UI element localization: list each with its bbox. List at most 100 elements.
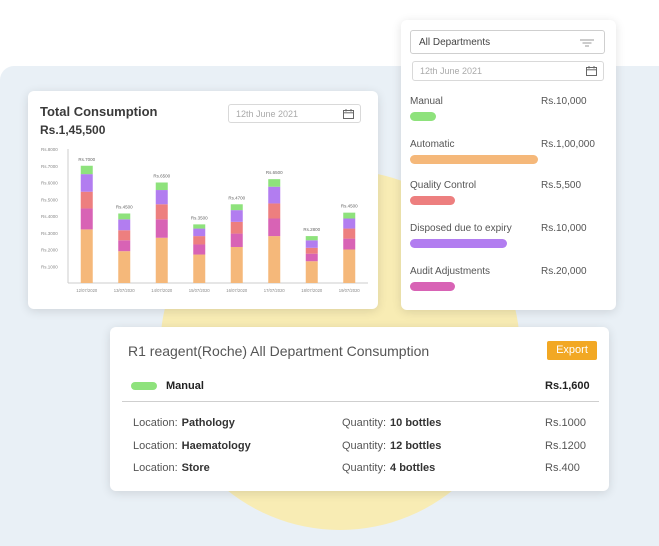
chart-total: Rs.1,45,500 [40, 123, 106, 137]
row-amount: Rs.1000 [545, 417, 586, 429]
export-button[interactable]: Export [547, 341, 597, 360]
quantity-label: Quantity: [342, 417, 387, 429]
bar-segment [118, 251, 131, 283]
bar-data-label: Rs.4700 [228, 195, 245, 200]
bar-segment [193, 228, 206, 237]
category-amount: Rs.1,600 [545, 380, 590, 392]
bar-segment [80, 174, 93, 192]
detail-title: R1 reagent(Roche) All Department Consump… [128, 343, 430, 359]
bar-segment [343, 212, 356, 219]
bar-segment [305, 236, 318, 241]
location-label: Location: [133, 417, 178, 429]
bar-segment [343, 218, 356, 229]
location-value: Store [181, 462, 210, 474]
location-value: Pathology [181, 417, 235, 429]
bar-segment [268, 179, 281, 187]
chart-date-picker[interactable]: 12th June 2021 [228, 104, 361, 123]
x-tick-label: 14/07/2020 [151, 288, 173, 293]
table-row: Location: Store Quantity: 4 bottles Rs.400 [110, 462, 609, 476]
legend-value: Rs.5,500 [541, 180, 582, 191]
divider [122, 401, 599, 402]
y-tick-label: Rs.7000 [41, 164, 58, 169]
bar-segment [193, 224, 206, 229]
bar-segment [343, 249, 356, 283]
bar-data-label: Rs.4500 [341, 204, 358, 209]
bar-segment [193, 236, 206, 245]
bar-data-label: Rs.2800 [303, 227, 320, 232]
legend-bar [410, 282, 455, 291]
department-consumption-card: R1 reagent(Roche) All Department Consump… [110, 327, 609, 491]
legend-value: Rs.20,000 [541, 266, 587, 277]
bar-data-label: Rs.6500 [153, 174, 170, 179]
bar-segment [305, 247, 318, 254]
bar-segment [343, 238, 356, 250]
table-row: Location: Pathology Quantity: 10 bottles R… [110, 417, 609, 431]
legend-bar [410, 112, 436, 121]
bar-segment [193, 254, 206, 283]
bar-segment [80, 229, 93, 283]
y-tick-label: Rs.5000 [41, 197, 58, 202]
bar-segment [230, 221, 243, 234]
bar-segment [230, 210, 243, 222]
bar-segment [155, 204, 168, 220]
category-name: Manual [166, 380, 204, 392]
x-tick-label: 13/07/2020 [114, 288, 136, 293]
table-row: Location: Haematology Quantity: 12 bottles… [110, 440, 609, 454]
quantity-label: Quantity: [342, 462, 387, 474]
chart-date-value: 12th June 2021 [236, 109, 299, 119]
bar-segment [80, 165, 93, 175]
y-tick-label: Rs.4000 [41, 214, 58, 219]
legend-value: Rs.10,000 [541, 223, 587, 234]
bar-segment [268, 203, 281, 219]
bar-data-label: Rs.7000 [78, 157, 95, 162]
bar-segment [343, 228, 356, 239]
total-consumption-card: Total Consumption Rs.1,45,500 12th June … [28, 91, 378, 309]
filter-date-picker[interactable]: 12th June 2021 [412, 61, 604, 81]
x-tick-label: 19/07/2020 [339, 288, 361, 293]
quantity-value: 4 bottles [390, 462, 436, 474]
legend-label: Audit Adjustments [410, 266, 491, 277]
bar-data-label: Rs.3500 [191, 215, 208, 220]
bar-segment [118, 213, 131, 220]
x-tick-label: 17/07/2020 [264, 288, 286, 293]
department-select[interactable]: All Departments [410, 30, 605, 54]
legend-label: Manual [410, 96, 443, 107]
bar-segment [230, 233, 243, 247]
bar-segment [305, 240, 318, 248]
calendar-icon [586, 66, 597, 76]
bar-segment [193, 244, 206, 255]
x-tick-label: 18/07/2020 [301, 288, 323, 293]
legend-value: Rs.1,00,000 [541, 139, 595, 150]
bar-segment [155, 219, 168, 238]
bar-segment [118, 240, 131, 252]
bar-segment [80, 191, 93, 209]
bar-segment [80, 208, 93, 230]
legend-bar [410, 155, 538, 164]
bar-segment [268, 236, 281, 283]
chart-title: Total Consumption [40, 104, 158, 119]
legend-bar [410, 196, 455, 205]
department-filter-card: All Departments 12th June 2021 Manual Rs… [401, 20, 616, 310]
x-tick-label: 12/07/2020 [76, 288, 98, 293]
legend-bar [410, 239, 507, 248]
x-tick-label: 15/07/2020 [189, 288, 211, 293]
bar-segment [118, 230, 131, 241]
consumption-chart: Rs.1000 Rs.2000 Rs.3000 Rs.4000 Rs.5000 Rs.60… [41, 147, 368, 293]
quantity-label: Quantity: [342, 440, 387, 452]
location-label: Location: [133, 440, 178, 452]
department-select-value: All Departments [419, 37, 491, 48]
y-tick-label: Rs.2000 [41, 248, 58, 253]
quantity-value: 12 bottles [390, 440, 442, 452]
calendar-icon [343, 109, 354, 119]
row-amount: Rs.400 [545, 462, 580, 474]
y-tick-label: Rs.6000 [41, 181, 58, 186]
row-amount: Rs.1200 [545, 440, 586, 452]
bar-segment [230, 246, 243, 283]
legend-value: Rs.10,000 [541, 96, 587, 107]
x-tick-label: 16/07/2020 [226, 288, 248, 293]
category-color-pill [131, 382, 157, 390]
bar-segment [118, 219, 131, 231]
quantity-value: 10 bottles [390, 417, 442, 429]
bar-segment [155, 182, 168, 191]
location-label: Location: [133, 462, 178, 474]
